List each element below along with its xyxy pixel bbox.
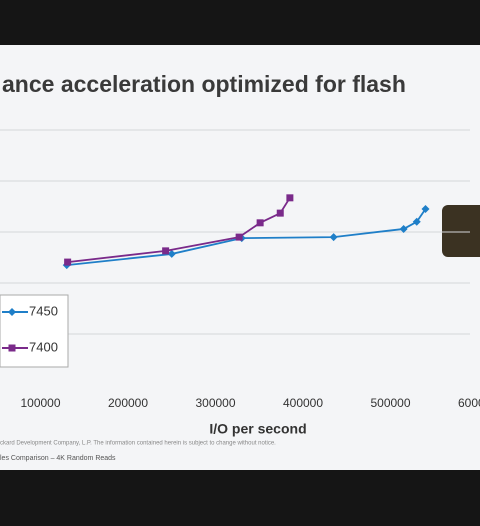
data-point	[256, 219, 264, 227]
legend-box	[0, 294, 69, 368]
x-tick-label: 100000	[20, 396, 60, 410]
slide	[0, 45, 480, 470]
legend-marker	[8, 344, 16, 352]
x-tick-label: 600000	[458, 396, 480, 410]
data-point	[64, 258, 72, 266]
footnote: ckard Development Company, L.P. The info…	[0, 441, 276, 447]
x-tick-label: 300000	[195, 396, 235, 410]
data-point	[412, 217, 421, 226]
legend-marker	[8, 308, 16, 316]
x-tick-label: 200000	[108, 396, 148, 410]
x-tick-label: 400000	[283, 396, 323, 410]
data-point	[235, 233, 243, 241]
x-tick-label: 500000	[370, 396, 410, 410]
chart-title: ance acceleration optimized for flash	[2, 71, 406, 97]
data-point	[162, 247, 170, 255]
data-point	[276, 209, 284, 217]
x-axis-label: I/O per second	[209, 421, 306, 437]
legend-label: 7450	[29, 303, 58, 318]
data-point	[421, 205, 430, 214]
data-point	[399, 224, 408, 233]
data-point	[286, 194, 294, 202]
footnote: les Comparison – 4K Random Reads	[0, 455, 116, 462]
data-point	[329, 233, 338, 242]
device-photo	[442, 205, 480, 257]
legend-label: 7400	[29, 339, 58, 354]
data-point	[167, 249, 176, 258]
